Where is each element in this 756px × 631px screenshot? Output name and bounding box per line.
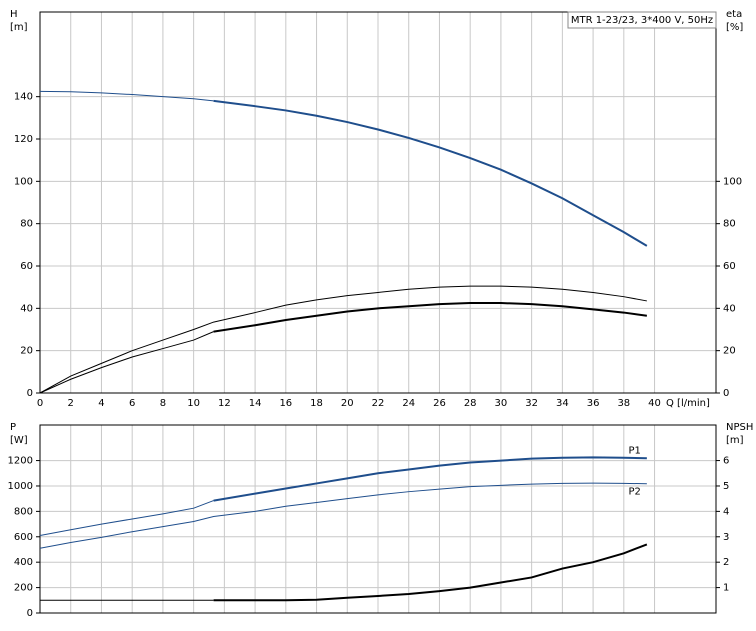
title-box [567, 11, 717, 29]
x-tick-label: 20 [341, 398, 354, 409]
y2-axis-label: eta [726, 9, 742, 20]
x-tick-label: 18 [310, 398, 323, 409]
y2-tick-label: 20 [723, 346, 736, 357]
x-tick-label: 2 [68, 398, 74, 409]
y2-tick-label: 1 [723, 583, 729, 594]
x-tick-label: 0 [37, 398, 43, 409]
y-tick-label: 600 [14, 532, 33, 543]
series-label: P2 [628, 487, 640, 498]
y-axis-label: P [10, 422, 16, 433]
x-tick-label: 10 [187, 398, 200, 409]
x-tick-label: 4 [98, 398, 104, 409]
curve [39, 500, 214, 537]
series-label: P1 [628, 445, 640, 456]
x-tick-label: 24 [402, 398, 415, 409]
y-tick-label: 60 [20, 261, 33, 272]
x-tick-label: 30 [495, 398, 508, 409]
x-tick-label: 32 [525, 398, 538, 409]
plot-frame [39, 11, 717, 394]
x-tick-label: 8 [160, 398, 166, 409]
x-axis-label: Q [l/min] [666, 398, 710, 409]
y-tick-label: 80 [20, 219, 33, 230]
y2-axis-label: [%] [726, 22, 743, 33]
x-tick-label: 26 [433, 398, 446, 409]
chart-title: MTR 1-23/23, 3*400 V, 50Hz [571, 15, 713, 26]
curve [213, 302, 647, 333]
x-tick-label: 22 [372, 398, 385, 409]
y-axis-label: [W] [10, 435, 28, 446]
y-tick-label: 40 [20, 303, 33, 314]
y2-tick-label: 6 [723, 456, 729, 467]
y2-axis-label: [m] [726, 435, 744, 446]
y-tick-label: 20 [20, 346, 33, 357]
y2-tick-label: 60 [723, 261, 736, 272]
curve [213, 543, 648, 602]
y-tick-label: 100 [14, 176, 33, 187]
y2-axis-label: NPSH [726, 422, 753, 433]
y2-tick-label: 0 [723, 388, 729, 399]
y2-tick-label: 3 [723, 532, 729, 543]
x-tick-label: 34 [556, 398, 569, 409]
y-tick-label: 1000 [8, 481, 33, 492]
y-tick-label: 200 [14, 583, 33, 594]
y-tick-label: 120 [14, 134, 33, 145]
y-tick-label: 0 [27, 388, 33, 399]
x-tick-label: 6 [129, 398, 135, 409]
x-tick-label: 38 [617, 398, 630, 409]
y2-tick-label: 80 [723, 219, 736, 230]
curve [39, 90, 214, 102]
curve [39, 285, 647, 394]
curve [213, 99, 648, 247]
curve [39, 331, 214, 394]
x-tick-label: 16 [279, 398, 292, 409]
x-tick-label: 14 [249, 398, 262, 409]
y-tick-label: 400 [14, 557, 33, 568]
plot-frame [39, 424, 717, 614]
y-tick-label: 800 [14, 506, 33, 517]
curve [39, 482, 647, 549]
x-tick-label: 12 [218, 398, 231, 409]
curve [213, 456, 647, 502]
y-tick-label: 1200 [8, 456, 33, 467]
y2-tick-label: 4 [723, 506, 729, 517]
y-axis-label: H [10, 9, 18, 20]
y2-tick-label: 40 [723, 303, 736, 314]
y-axis-label: [m] [10, 22, 28, 33]
x-tick-label: 40 [648, 398, 661, 409]
y2-tick-label: 100 [723, 176, 742, 187]
y2-tick-label: 5 [723, 481, 729, 492]
x-tick-label: 28 [464, 398, 477, 409]
y-tick-label: 140 [14, 92, 33, 103]
y2-tick-label: 2 [723, 557, 729, 568]
x-tick-label: 36 [587, 398, 600, 409]
y-tick-label: 0 [27, 608, 33, 619]
